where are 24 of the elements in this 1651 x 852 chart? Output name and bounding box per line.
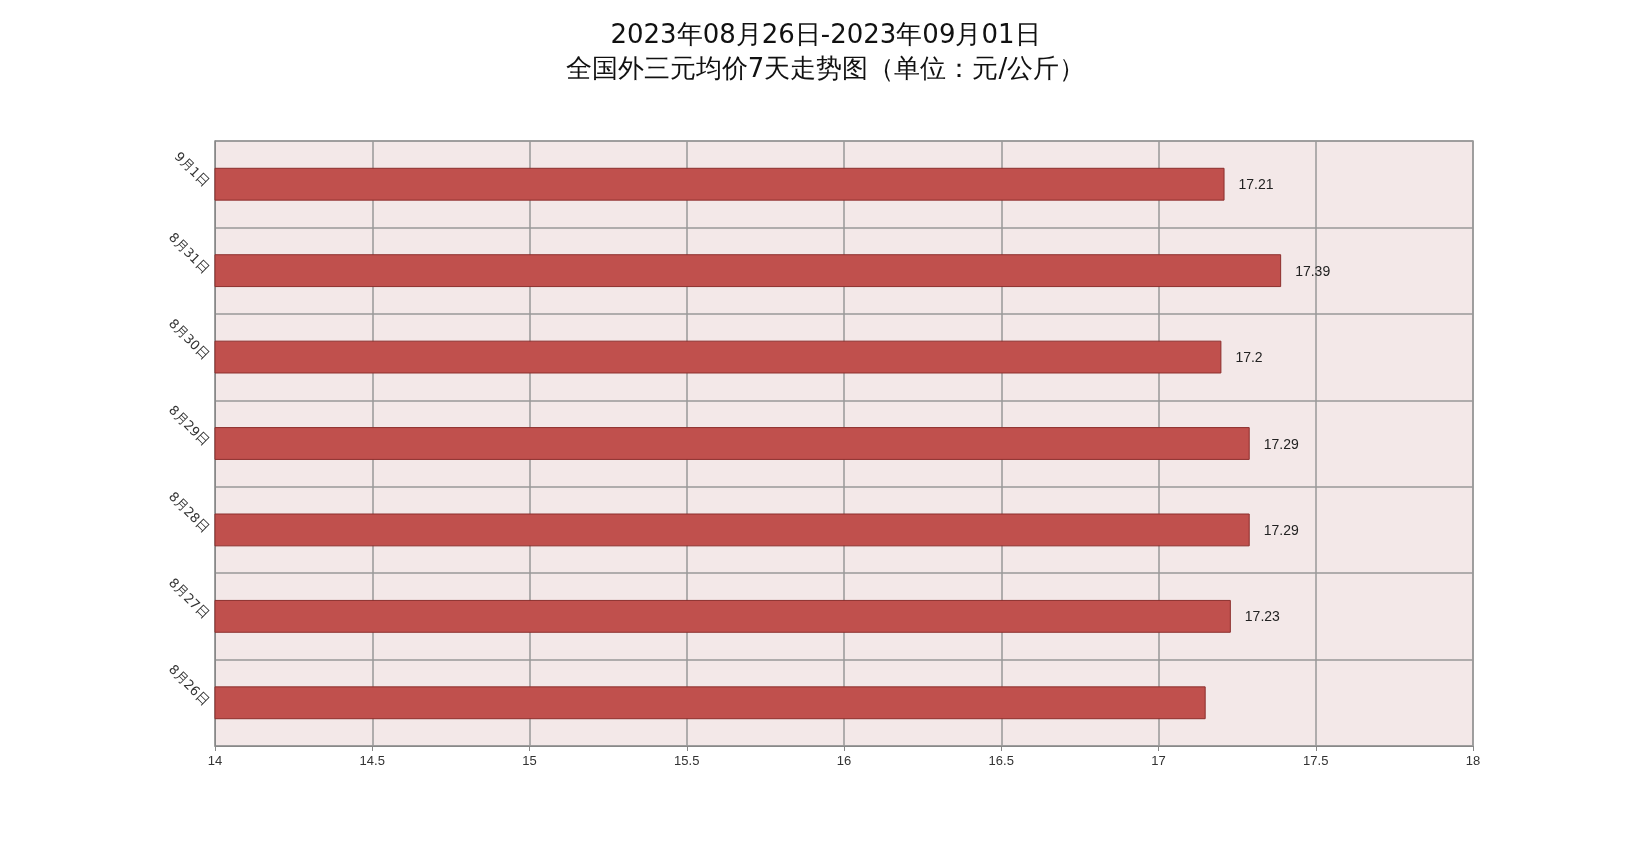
y-tick-label: 8月27日 bbox=[165, 575, 213, 622]
x-tick-label: 15.5 bbox=[674, 753, 700, 768]
y-tick-label: 9月1日 bbox=[171, 148, 213, 190]
x-tick-label: 15 bbox=[522, 753, 537, 768]
data-label: 17.23 bbox=[1244, 608, 1281, 625]
x-tick-label: 14.5 bbox=[359, 753, 385, 768]
x-tick-label: 16 bbox=[836, 753, 852, 768]
y-tick-label: 8月30日 bbox=[165, 315, 213, 363]
data-label: 17.39 bbox=[1295, 262, 1331, 279]
x-tick-label: 14 bbox=[207, 753, 223, 768]
x-tick-label: 17.5 bbox=[1303, 753, 1329, 768]
y-tick-label: 8月29日 bbox=[165, 402, 213, 449]
x-tick-label: 18 bbox=[1465, 753, 1481, 768]
x-tick-label: 17 bbox=[1151, 753, 1166, 768]
data-label: 17.29 bbox=[1263, 521, 1299, 538]
data-label: 17.2 bbox=[1235, 349, 1263, 366]
y-tick-label: 8月26日 bbox=[165, 661, 213, 709]
chart-subtitle: 全国外三元均价7天走势图（单位：元/公斤） bbox=[565, 53, 1086, 83]
data-label: 17.29 bbox=[1263, 435, 1299, 452]
chart-title: 2023年08月26日-2023年09月01日 bbox=[610, 19, 1041, 49]
y-tick-label: 8月31日 bbox=[165, 229, 213, 276]
data-label: 17.21 bbox=[1238, 176, 1274, 193]
y-tick-label: 8月28日 bbox=[165, 488, 213, 536]
x-tick-label: 16.5 bbox=[988, 753, 1014, 768]
